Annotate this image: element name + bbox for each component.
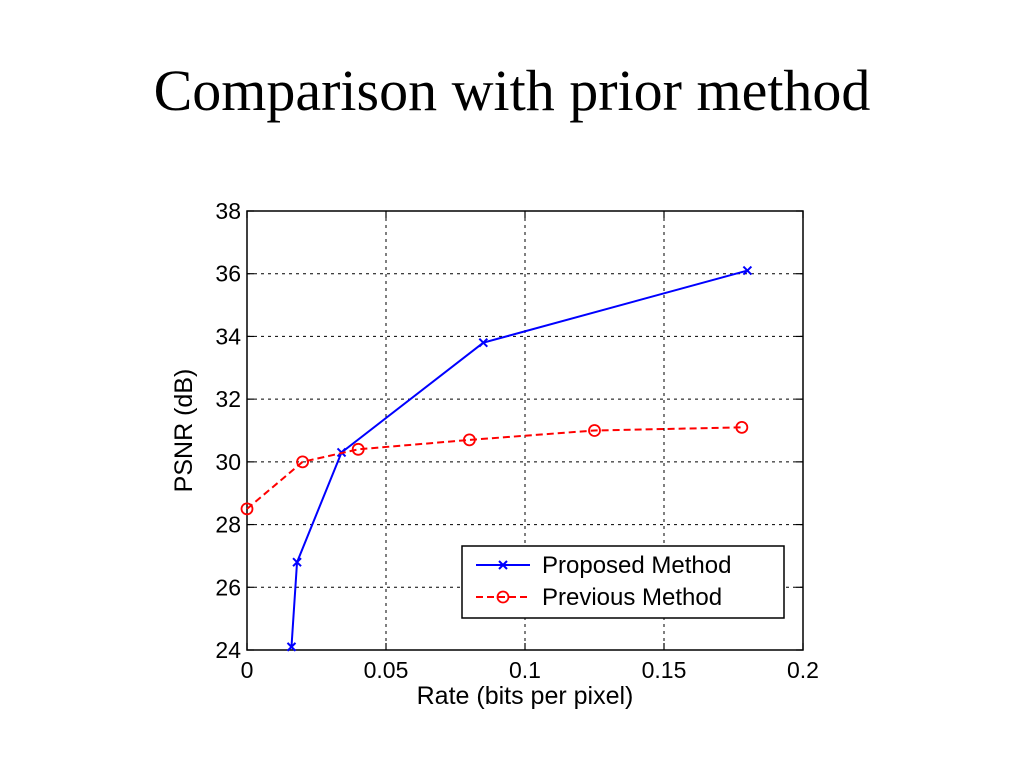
legend-marker (496, 590, 510, 604)
series-layer (240, 265, 753, 652)
series-previous-point (240, 502, 254, 516)
series-previous (240, 420, 749, 516)
legend-item: Proposed Method (476, 552, 731, 579)
x-tick-label: 0.1 (509, 657, 541, 683)
legend-item: Previous Method (476, 584, 722, 611)
series-previous-point (735, 420, 749, 434)
series-proposed-point (292, 557, 302, 567)
slide-title: Comparison with prior method (153, 58, 871, 123)
series-previous-point (462, 433, 476, 447)
x-tick-label: 0.05 (364, 657, 409, 683)
x-tick-label: 0 (241, 657, 254, 683)
series-previous-point (588, 424, 601, 437)
y-tick-label: 36 (215, 261, 241, 287)
legend-label: Previous Method (542, 584, 722, 611)
legend-items: Proposed Method Previous Method (476, 552, 731, 611)
y-tick-label: 38 (215, 198, 241, 224)
y-tick-label: 28 (215, 512, 241, 538)
x-ticks: 0 0.05 0.1 0.15 0.2 (241, 211, 819, 683)
y-tick-label: 24 (215, 637, 241, 663)
legend-marker (498, 560, 508, 570)
y-tick-label: 34 (215, 323, 241, 349)
y-tick-label: 32 (215, 386, 241, 412)
legend: Proposed Method Previous Method (461, 545, 785, 619)
x-tick-label: 0.15 (642, 657, 687, 683)
legend-box (461, 545, 785, 619)
legend-label: Proposed Method (542, 552, 731, 579)
series-proposed-point (742, 265, 753, 276)
x-axis-label: Rate (bits per pixel) (417, 682, 634, 710)
series-previous-point (351, 442, 365, 456)
series-previous-point (296, 455, 310, 469)
x-tick-label: 0.2 (787, 657, 819, 683)
y-tick-label: 26 (215, 574, 241, 600)
series-previous-line (246, 426, 742, 510)
y-tick-label: 30 (215, 449, 241, 475)
series-proposed-point (286, 642, 297, 652)
y-ticks: 24 26 28 30 32 34 36 38 (215, 198, 803, 663)
y-axis-label: PSNR (dB) (170, 369, 198, 493)
series-proposed-point (478, 337, 489, 348)
